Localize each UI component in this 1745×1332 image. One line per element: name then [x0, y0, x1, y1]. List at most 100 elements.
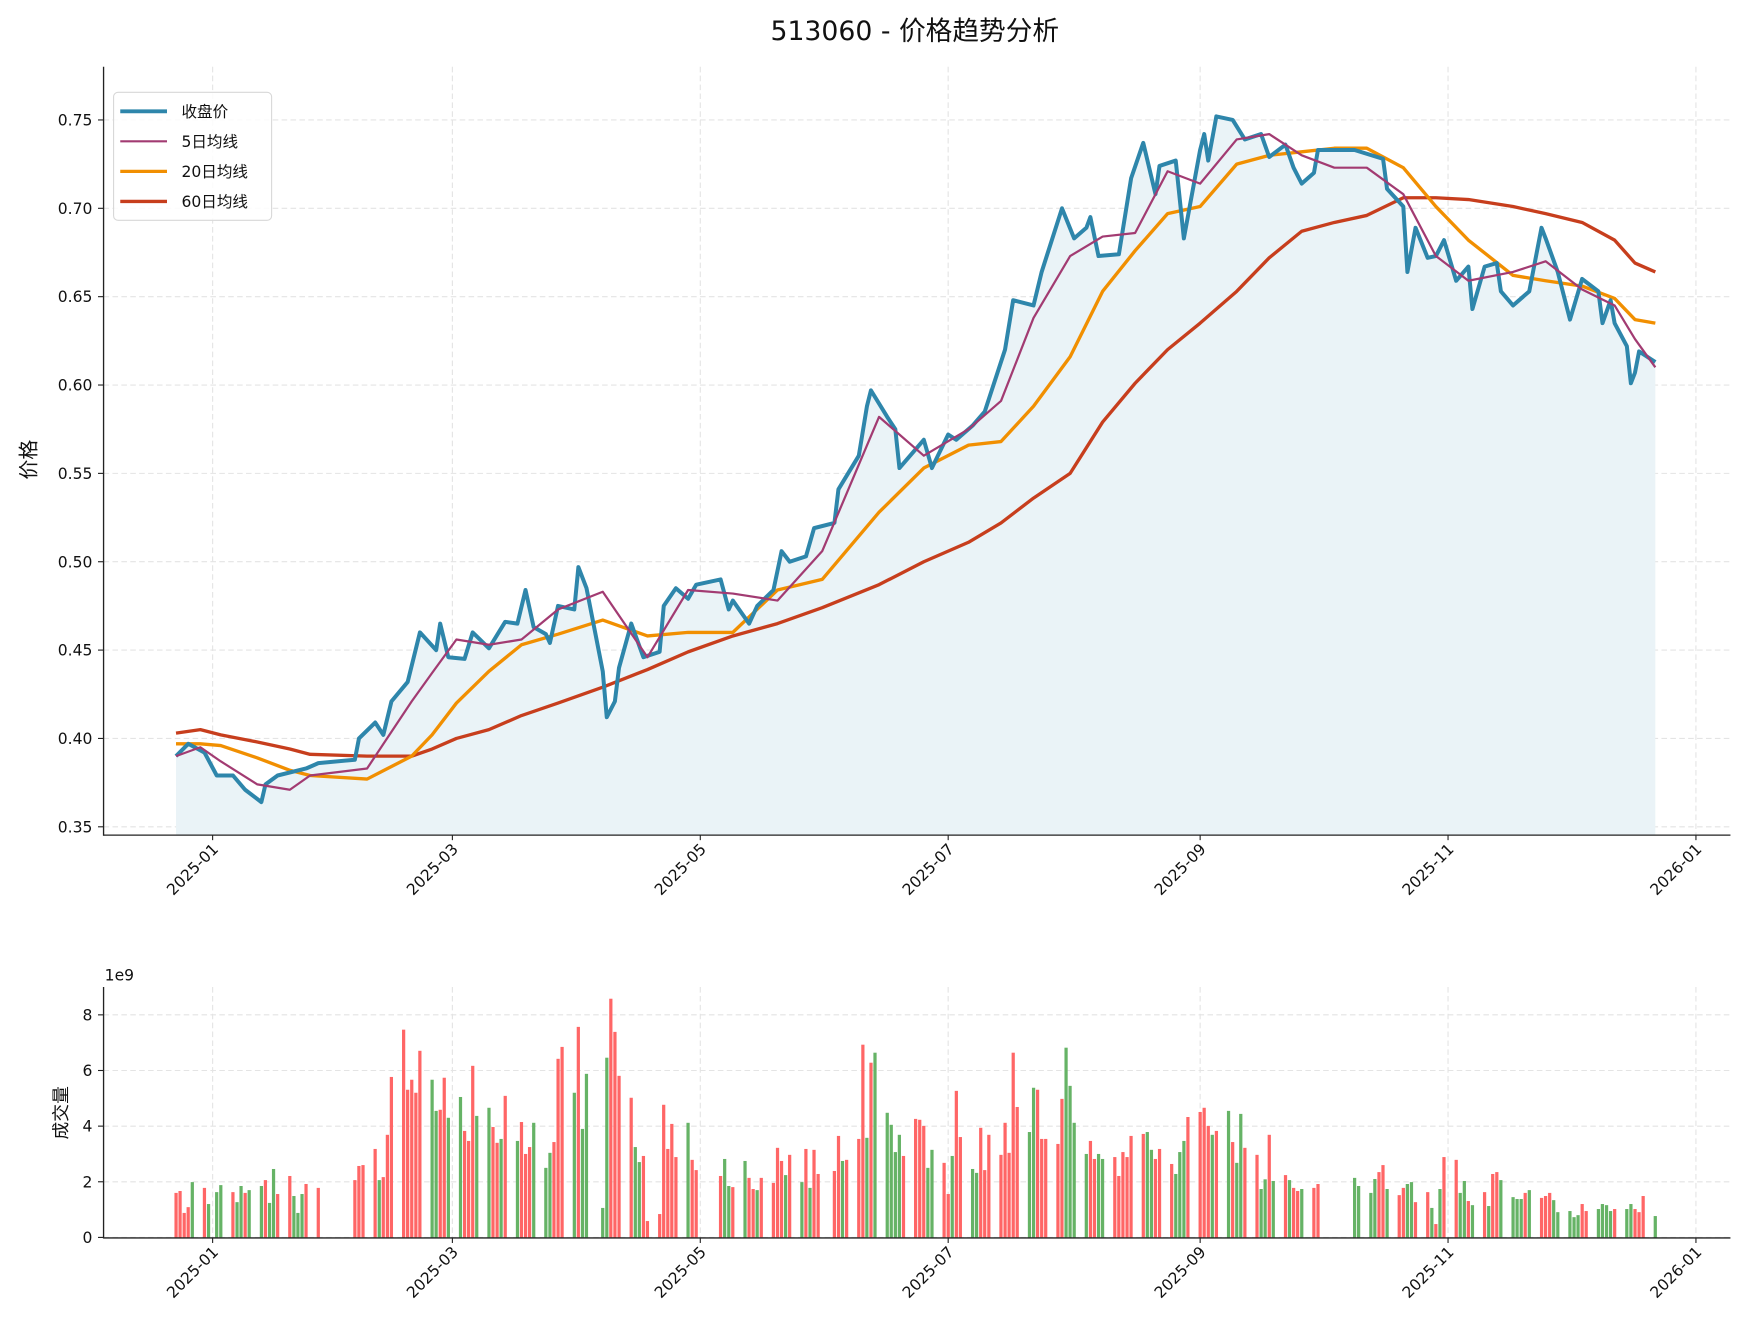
volume-bar — [1068, 1085, 1072, 1238]
volume-y-tick-label: 0 — [83, 1229, 93, 1247]
volume-bar — [288, 1175, 292, 1238]
volume-bar — [1576, 1215, 1580, 1238]
price-y-tick-label: 0.70 — [58, 200, 93, 218]
volume-offset-label: 1e9 — [105, 966, 134, 984]
volume-bar — [304, 1184, 308, 1238]
volume-bar — [1572, 1217, 1576, 1238]
volume-bar — [914, 1118, 918, 1238]
volume-bar — [1149, 1149, 1154, 1238]
volume-bar — [1637, 1212, 1641, 1238]
volume-bar — [1235, 1162, 1239, 1238]
volume-bar — [186, 1207, 190, 1238]
volume-bar — [816, 1173, 820, 1238]
volume-bar — [873, 1052, 877, 1238]
volume-bar — [402, 1029, 406, 1238]
volume-bar — [987, 1134, 991, 1238]
volume-bar — [1629, 1204, 1633, 1238]
price-x-tick-label: 2025-09 — [1151, 840, 1210, 899]
volume-bar — [271, 1168, 276, 1238]
volume-bar — [532, 1122, 536, 1238]
volume-bar — [1182, 1140, 1186, 1238]
volume-bar — [202, 1187, 207, 1238]
legend-label-ma5: 5日均线 — [181, 133, 238, 151]
volume-bar — [747, 1177, 751, 1238]
volume-bar — [296, 1212, 300, 1238]
volume-bar — [1064, 1047, 1068, 1238]
volume-bar — [1653, 1216, 1657, 1238]
volume-bar — [1462, 1180, 1466, 1238]
price-y-tick-label: 0.40 — [58, 730, 93, 748]
volume-bar — [775, 1147, 780, 1238]
volume-bar — [410, 1079, 414, 1238]
volume-bar — [515, 1140, 520, 1238]
volume-bar — [1413, 1202, 1418, 1238]
volume-bar — [1556, 1212, 1560, 1238]
legend-label-ma60: 60日均线 — [181, 193, 248, 211]
volume-bar — [1482, 1192, 1487, 1238]
volume-bar — [1584, 1211, 1588, 1238]
volume-bar — [1604, 1205, 1609, 1238]
volume-bar — [958, 1137, 962, 1238]
volume-bar — [458, 1096, 463, 1238]
volume-bar — [1405, 1184, 1409, 1238]
volume-bar — [373, 1148, 377, 1238]
volume-bar — [1153, 1158, 1158, 1238]
volume-bar — [1352, 1177, 1357, 1238]
volume-bar — [1641, 1196, 1645, 1238]
volume-bar — [1613, 1209, 1617, 1238]
volume-bar — [471, 1065, 475, 1238]
volume-bar — [1426, 1192, 1430, 1238]
price-x-tick-label: 2025-03 — [403, 840, 462, 899]
volume-bar — [1129, 1135, 1133, 1238]
volume-bar — [1580, 1204, 1584, 1238]
volume-bar — [1296, 1191, 1300, 1238]
volume-bar — [446, 1117, 450, 1238]
volume-bar — [414, 1092, 418, 1238]
price-x-ticks: 2025-01 2025-03 2025-05 2025-07 2025-09 2025-… — [163, 834, 1706, 899]
volume-bar — [1040, 1138, 1044, 1238]
volume-bar — [1198, 1112, 1202, 1238]
volume-bar — [1035, 1089, 1040, 1238]
volume-bar — [1381, 1165, 1385, 1238]
volume-bar — [1088, 1140, 1093, 1238]
volume-bar — [930, 1149, 934, 1238]
volume-bar — [580, 1128, 585, 1238]
volume-bar — [503, 1095, 507, 1238]
volume-bar — [609, 998, 613, 1238]
volume-bar — [1491, 1173, 1495, 1238]
volume-bar — [1007, 1152, 1011, 1238]
volume-bar — [1527, 1190, 1531, 1238]
volume-bar — [1487, 1206, 1491, 1238]
price-x-tick-label: 2026-01 — [1647, 840, 1706, 899]
volume-bar — [1056, 1143, 1060, 1238]
volume-bar — [1515, 1199, 1519, 1238]
volume-bar — [784, 1175, 788, 1238]
volume-bar — [442, 1077, 446, 1238]
volume-bar — [637, 1162, 641, 1238]
volume-bar — [292, 1196, 296, 1238]
volume-bar — [942, 1162, 946, 1238]
volume-bar — [1357, 1186, 1361, 1238]
volume-bar — [316, 1187, 320, 1238]
volume-bar — [1214, 1130, 1219, 1238]
volume-bar — [544, 1167, 548, 1238]
volume-bar — [662, 1104, 666, 1238]
volume-bar — [1170, 1163, 1174, 1238]
volume-bar — [243, 1192, 247, 1238]
volume-bar — [1027, 1132, 1032, 1238]
volume-bar — [178, 1191, 182, 1238]
volume-bar — [527, 1147, 532, 1238]
volume-bar — [1271, 1180, 1275, 1238]
volume-bar — [1113, 1157, 1117, 1238]
volume-y-tick-label: 8 — [83, 1006, 93, 1024]
volume-bar — [1157, 1148, 1162, 1238]
volume-bar — [1015, 1106, 1019, 1238]
volume-bar — [215, 1192, 219, 1238]
price-y-tick-label: 0.65 — [58, 288, 93, 306]
volume-bar — [1011, 1052, 1015, 1238]
volume-bar — [576, 1026, 580, 1238]
volume-bar — [1552, 1200, 1556, 1238]
volume-bar — [970, 1168, 975, 1238]
